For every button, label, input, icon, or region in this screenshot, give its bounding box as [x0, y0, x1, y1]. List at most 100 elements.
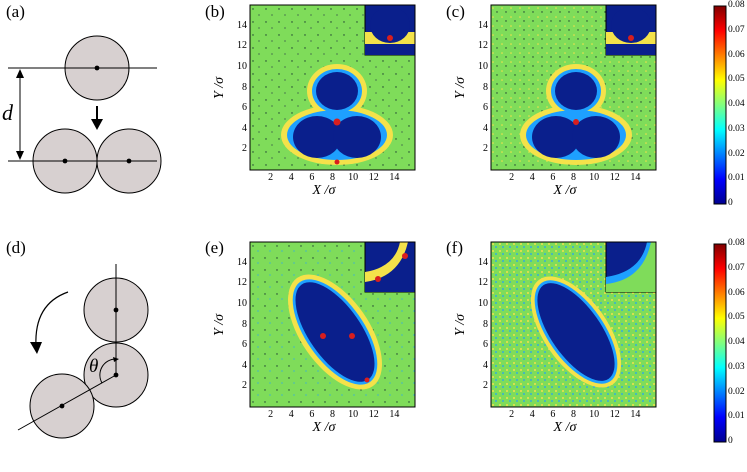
panel-label-d: (d) [6, 238, 26, 257]
x-tick-label: 10 [348, 409, 359, 420]
colorbar-tick-label: 0.02 [728, 148, 745, 159]
density-map-b [249, 4, 416, 171]
y-tick-label: 12 [237, 40, 247, 52]
colorbar-tick-label: 0.08 [728, 0, 745, 10]
y-tick-label: 2 [242, 380, 247, 392]
x-tick-label: 12 [609, 172, 620, 183]
x-tick-label: 10 [589, 172, 600, 183]
y-tick-label: 14 [478, 256, 488, 268]
y-tick-label: 4 [242, 359, 247, 371]
y-tick-label: 6 [242, 102, 247, 114]
x-tick-label: 2 [268, 172, 274, 183]
y-tick-label: 10 [478, 297, 488, 309]
x-tick-label: 4 [529, 172, 535, 183]
colorbar-bottom [713, 243, 727, 443]
y-axis-label: Y /σ [212, 313, 227, 336]
x-tick-label: 10 [348, 172, 359, 183]
y-tick-label: 2 [483, 380, 488, 392]
colorbar-tick-label: 0.04 [728, 99, 745, 109]
x-tick-label: 14 [389, 172, 400, 183]
y-tick-label: 8 [483, 318, 488, 330]
y-tick-label: 8 [242, 81, 247, 93]
x-tick-label: 8 [571, 172, 576, 183]
x-tick-label: 12 [609, 409, 620, 420]
x-axis-label: X /σ [553, 183, 577, 198]
x-axis-label: X /σ [312, 420, 336, 435]
y-axis-label: Y /σ [212, 76, 227, 99]
y-tick-label: 8 [242, 318, 247, 330]
panel-label-c: (c) [446, 2, 465, 21]
angle-label: θ [89, 356, 99, 377]
x-tick-label: 6 [309, 409, 315, 420]
colorbar-tick-label: 0.06 [728, 49, 745, 60]
x-tick-label: 10 [589, 409, 600, 420]
colorbar-tick-label: 0.08 [728, 238, 745, 248]
x-tick-label: 6 [550, 409, 556, 420]
x-tick-label: 14 [389, 409, 400, 420]
y-tick-label: 8 [483, 81, 488, 93]
colorbar-top [713, 5, 727, 205]
y-axis-label: Y /σ [453, 76, 468, 99]
colorbar-tick-label: 0.01 [728, 411, 745, 422]
density-map-e [249, 241, 416, 408]
x-tick-label: 8 [330, 172, 335, 183]
x-tick-label: 4 [288, 409, 294, 420]
colorbar-tick-label: 0 [728, 198, 733, 208]
x-axis-label: X /σ [312, 183, 336, 198]
y-tick-label: 12 [478, 277, 488, 289]
schematic-a [8, 35, 162, 194]
colorbar-tick-label: 0 [728, 436, 733, 446]
y-tick-label: 14 [478, 19, 488, 31]
x-tick-label: 4 [288, 172, 294, 183]
y-tick-label: 14 [237, 256, 247, 268]
y-tick-label: 12 [237, 277, 247, 289]
density-map-f [490, 241, 657, 408]
x-tick-label: 12 [368, 409, 379, 420]
panel-label-a: (a) [6, 2, 25, 21]
colorbar-tick-label: 0.04 [728, 337, 745, 347]
x-tick-label: 2 [509, 409, 515, 420]
arrow-down-icon [91, 119, 103, 130]
y-tick-label: 10 [237, 297, 247, 309]
x-tick-label: 6 [550, 172, 556, 183]
colorbar-tick-label: 0.07 [728, 262, 745, 273]
colorbar-tick-label: 0.03 [728, 123, 745, 134]
colorbar-tick-label: 0.03 [728, 361, 745, 372]
rotation-arrow-icon [35, 291, 69, 347]
x-axis-label: X /σ [553, 420, 577, 435]
schematic-d [17, 264, 149, 439]
x-tick-label: 14 [630, 172, 641, 183]
y-tick-label: 6 [483, 339, 488, 351]
y-tick-label: 10 [237, 60, 247, 72]
y-tick-label: 14 [237, 19, 247, 31]
x-tick-label: 8 [571, 409, 576, 420]
y-tick-label: 2 [242, 143, 247, 155]
y-tick-label: 2 [483, 143, 488, 155]
distance-label: d [2, 100, 13, 125]
y-tick-label: 4 [483, 359, 488, 371]
colorbar-tick-label: 0.01 [728, 173, 745, 184]
y-tick-label: 4 [483, 122, 488, 134]
y-axis-label: Y /σ [453, 313, 468, 336]
y-tick-label: 10 [478, 60, 488, 72]
x-tick-label: 14 [630, 409, 641, 420]
y-tick-label: 6 [483, 102, 488, 114]
x-tick-label: 2 [509, 172, 515, 183]
density-map-c [490, 4, 657, 171]
panel-label-b: (b) [205, 2, 225, 21]
colorbar-tick-label: 0.02 [728, 386, 745, 397]
colorbar-tick-label: 0.05 [728, 312, 745, 323]
panel-label-f: (f) [446, 238, 463, 257]
x-tick-label: 8 [330, 409, 335, 420]
colorbar-tick-label: 0.07 [728, 24, 745, 35]
x-tick-label: 6 [309, 172, 315, 183]
y-tick-label: 6 [242, 339, 247, 351]
x-tick-label: 12 [368, 172, 379, 183]
y-tick-label: 12 [478, 40, 488, 52]
panel-label-e: (e) [205, 238, 224, 257]
x-tick-label: 2 [268, 409, 274, 420]
x-tick-label: 4 [529, 409, 535, 420]
colorbar-tick-label: 0.05 [728, 74, 745, 85]
colorbar-tick-label: 0.06 [728, 287, 745, 298]
y-tick-label: 4 [242, 122, 247, 134]
